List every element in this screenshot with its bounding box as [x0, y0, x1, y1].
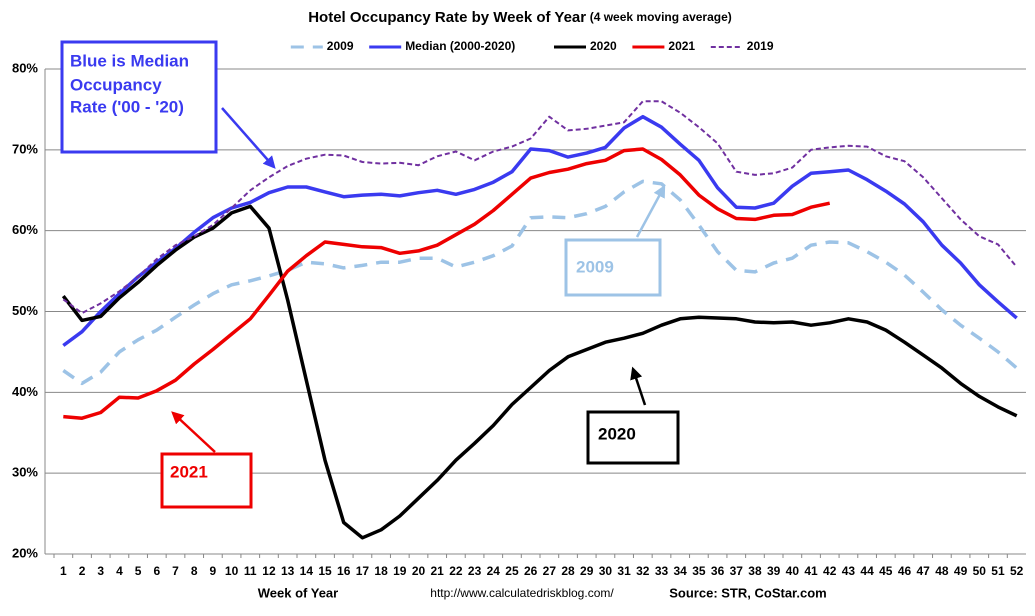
x-axis-label: Week of Year — [258, 585, 338, 600]
x-tick-label: 29 — [580, 564, 594, 578]
series-line — [61, 204, 1018, 540]
y-tick-label: 20% — [12, 545, 38, 560]
x-tick-label: 22 — [449, 564, 463, 578]
x-tick-label: 12 — [262, 564, 276, 578]
x-tick-label: 28 — [561, 564, 575, 578]
x-tick-label: 37 — [730, 564, 744, 578]
x-tick-label: 21 — [431, 564, 445, 578]
x-tick-label: 13 — [281, 564, 295, 578]
x-tick-label: 8 — [191, 564, 198, 578]
x-tick-label: 31 — [617, 564, 631, 578]
y-tick-label: 30% — [12, 465, 38, 480]
annotation-text: Occupancy — [70, 75, 162, 94]
x-tick-label: 46 — [898, 564, 912, 578]
x-tick-label: 33 — [655, 564, 669, 578]
x-tick-label: 52 — [1010, 564, 1024, 578]
x-tick-label: 41 — [804, 564, 818, 578]
x-tick-label: 10 — [225, 564, 239, 578]
chart-title-group: Hotel Occupancy Rate by Week of Year (4 … — [308, 9, 732, 26]
annotations: Blue is Median Occupancy Rate ('00 - '20… — [60, 40, 680, 509]
annotation-box — [160, 452, 253, 509]
legend-label: 2019 — [747, 39, 774, 53]
x-tick-label: 43 — [842, 564, 856, 578]
x-tick-label: 45 — [879, 564, 893, 578]
x-tick-label: 35 — [692, 564, 706, 578]
x-tick-label: 36 — [711, 564, 725, 578]
annotation-text: Blue is Median — [70, 51, 189, 70]
x-tick-label: 48 — [935, 564, 949, 578]
series-line — [63, 147, 831, 420]
y-tick-label: 70% — [12, 141, 38, 156]
annotation-box — [586, 410, 680, 465]
legend-label: Median (2000-2020) — [405, 39, 515, 53]
x-tick-label: 44 — [860, 564, 874, 578]
series-line — [62, 100, 1018, 315]
chart-title: Hotel Occupancy Rate by Week of Year — [308, 9, 586, 26]
x-tick-label: 18 — [374, 564, 388, 578]
x-tick-label: 6 — [153, 564, 160, 578]
x-tick-label: 47 — [917, 564, 931, 578]
annotation-arrow — [221, 107, 276, 169]
legend-label: 2020 — [590, 39, 617, 53]
x-tick-label: 9 — [210, 564, 217, 578]
x-tick-label: 50 — [973, 564, 987, 578]
legend-label: 2021 — [668, 39, 695, 53]
x-tick-label: 25 — [505, 564, 519, 578]
x-tick-label: 34 — [674, 564, 688, 578]
x-tick-label: 3 — [97, 564, 104, 578]
x-tick-label: 20 — [412, 564, 426, 578]
y-tick-label: 80% — [12, 60, 38, 75]
x-tick-label: 40 — [786, 564, 800, 578]
legend-label: 2009 — [327, 39, 354, 53]
annotation-arrow — [635, 184, 666, 238]
annotation-arrow — [630, 366, 647, 406]
chart-subtitle: (4 week moving average) — [590, 10, 732, 24]
x-tick-label: 24 — [487, 564, 501, 578]
y-tick-label: 60% — [12, 222, 38, 237]
annotation-text: 2009 — [576, 257, 614, 276]
y-tick-label: 50% — [12, 303, 38, 318]
x-tick-label: 19 — [393, 564, 407, 578]
source: Source: STR, CoStar.com — [669, 585, 826, 600]
x-tick-label: 49 — [954, 564, 968, 578]
annotation-box — [564, 238, 662, 297]
annotation-box — [60, 40, 218, 154]
x-tick-label: 7 — [172, 564, 179, 578]
x-tick-label: 38 — [748, 564, 762, 578]
x-tick-label: 42 — [823, 564, 837, 578]
x-tick-label: 5 — [135, 564, 142, 578]
x-tick-label: 11 — [244, 564, 257, 578]
x-tick-label: 1 — [60, 564, 67, 578]
plot-area: 20%30%40%50%60%70%80%1 2 3 4 5 6 7 8 9 10 11 12 13 14… — [12, 60, 1026, 578]
x-tick-label: 15 — [318, 564, 332, 578]
x-tick-label: 2 — [79, 564, 86, 578]
x-tick-label: 26 — [524, 564, 538, 578]
x-tick-label: 17 — [356, 564, 370, 578]
y-tick-label: 40% — [12, 384, 38, 399]
annotation-text: 2021 — [170, 462, 208, 481]
series-line — [62, 179, 1018, 386]
x-tick-label: 14 — [300, 564, 314, 578]
x-tick-label: 30 — [599, 564, 613, 578]
x-tick-label: 27 — [543, 564, 557, 578]
x-tick-label: 23 — [468, 564, 482, 578]
series-line — [62, 114, 1018, 347]
x-tick-label: 39 — [767, 564, 781, 578]
annotation-arrow — [171, 411, 216, 453]
x-tick-label: 32 — [636, 564, 650, 578]
annotation-text: Rate ('00 - '20) — [70, 97, 184, 116]
annotation-text: 2020 — [598, 424, 636, 443]
x-tick-label: 4 — [116, 564, 123, 578]
x-tick-label: 51 — [991, 564, 1005, 578]
url: http://www.calculatedriskblog.com/ — [430, 586, 614, 600]
x-tick-label: 16 — [337, 564, 351, 578]
